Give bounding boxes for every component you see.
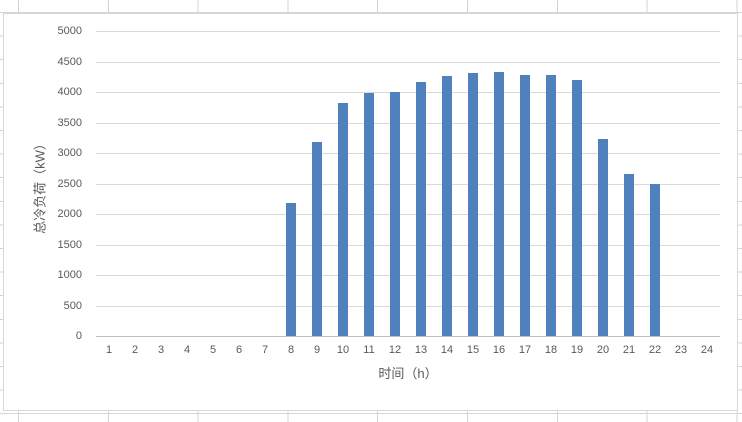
- bar-hour-13[interactable]: [416, 82, 426, 336]
- x-axis-tick-label: 22: [648, 344, 662, 356]
- bar-hour-10[interactable]: [338, 102, 348, 336]
- x-axis-tick-label: 24: [700, 344, 714, 356]
- bar-hour-8[interactable]: [286, 203, 296, 336]
- x-axis-tick-label: 15: [466, 344, 480, 356]
- y-axis-tick-label: 3000: [57, 147, 82, 159]
- gridline: [96, 305, 720, 307]
- gridline: [96, 275, 720, 276]
- bar-hour-14[interactable]: [442, 75, 452, 336]
- bar-hour-12[interactable]: [390, 92, 400, 336]
- y-axis-tick-label: 1500: [57, 238, 82, 251]
- chart-object[interactable]: 0 500 1000 1500 2000 2500 3000 3500 4000 4500 5000…: [3, 13, 738, 411]
- bar-hour-11[interactable]: [364, 93, 374, 336]
- bar-hour-9[interactable]: [312, 142, 322, 336]
- y-axis-tick-label: 3500: [57, 116, 82, 129]
- y-axis-tick-label: 0: [75, 330, 82, 342]
- bar-hour-15[interactable]: [468, 73, 478, 336]
- x-axis-tick-label: 3: [157, 344, 165, 356]
- x-axis-tick-label: 1: [105, 344, 113, 356]
- bar-hour-20[interactable]: [598, 138, 608, 336]
- x-axis-tick-label: 17: [518, 344, 532, 356]
- y-axis-tick-label: 4000: [57, 86, 82, 98]
- y-axis-tick-label: 4500: [57, 55, 82, 68]
- y-axis-tick-label: 1000: [57, 269, 82, 281]
- x-axis-tick-label: 21: [622, 344, 636, 356]
- x-axis-tick-label: 16: [492, 344, 506, 356]
- gridline: [96, 153, 720, 154]
- bar-hour-17[interactable]: [520, 74, 530, 336]
- x-axis-tick-label: 9: [313, 344, 321, 356]
- x-axis-tick-label: 10: [336, 344, 350, 356]
- y-axis-tick-label: 2500: [57, 177, 82, 190]
- x-axis-tick-label: 11: [363, 344, 375, 356]
- bar-hour-21[interactable]: [624, 173, 634, 336]
- y-axis-tick-label: 5000: [57, 25, 82, 37]
- x-axis-tick-label: 19: [570, 344, 584, 356]
- x-axis-tick-label: 23: [674, 344, 688, 356]
- gridline: [96, 244, 720, 246]
- gridline: [96, 92, 720, 93]
- gridline: [96, 31, 720, 32]
- bar-hour-18[interactable]: [546, 74, 556, 336]
- bar-hour-19[interactable]: [572, 79, 582, 336]
- x-axis-tick-label: 5: [209, 344, 217, 356]
- x-axis-tick-label: 12: [388, 344, 402, 356]
- x-axis-tick-label: 13: [414, 344, 428, 356]
- x-axis-tick-label: 14: [440, 344, 454, 356]
- bar-hour-16[interactable]: [494, 71, 504, 336]
- y-axis-tick-label: 2000: [57, 208, 82, 220]
- x-axis-title: 时间（h）: [378, 366, 438, 381]
- x-axis-tick-label: 7: [261, 344, 269, 356]
- gridline: [96, 183, 720, 185]
- y-axis-title: 总冷负荷（kW）: [32, 137, 48, 234]
- gridline: [96, 122, 720, 124]
- x-axis-line: [96, 336, 720, 337]
- y-axis-tick-label: 500: [63, 299, 82, 312]
- x-axis-tick-label: 20: [596, 344, 610, 356]
- x-axis-tick-label: 18: [544, 344, 558, 356]
- gridline: [96, 214, 720, 215]
- x-axis-tick-label: 2: [131, 344, 139, 356]
- x-axis-tick-label: 4: [183, 344, 191, 356]
- gridline: [96, 61, 720, 63]
- bar-hour-22[interactable]: [650, 184, 660, 336]
- x-axis-tick-label: 8: [287, 344, 295, 356]
- x-axis-tick-label: 6: [235, 344, 243, 356]
